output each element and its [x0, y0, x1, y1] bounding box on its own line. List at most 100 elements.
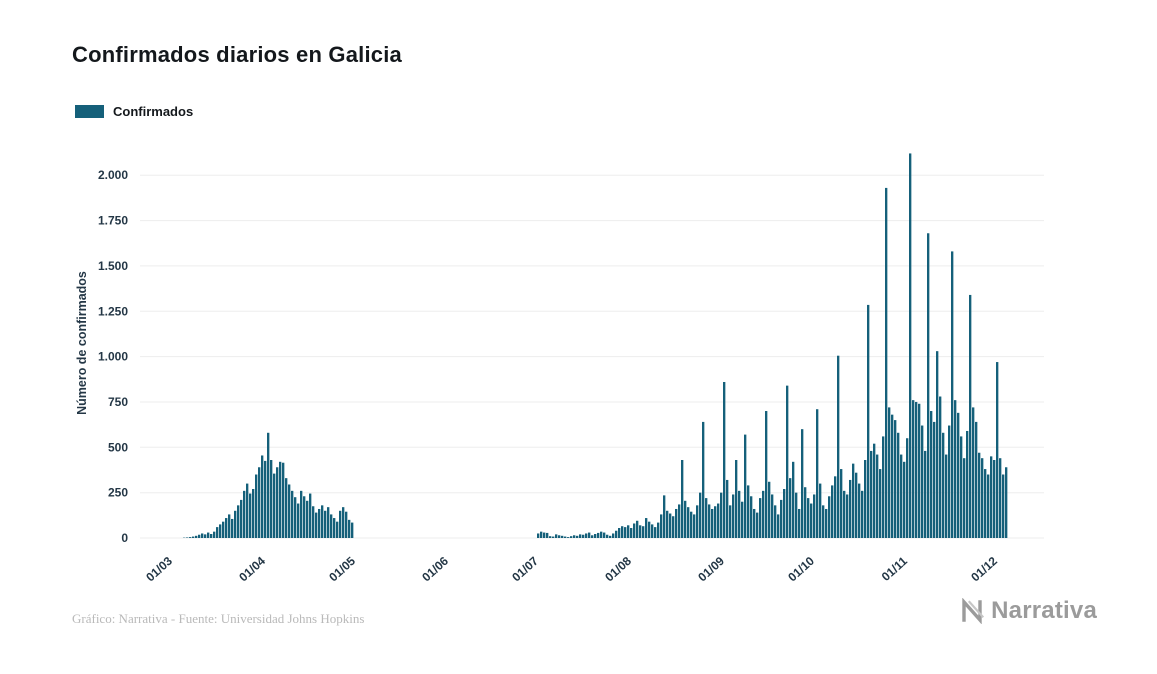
bar [603, 532, 606, 538]
bar [231, 518, 234, 538]
bar [594, 534, 597, 538]
x-tick-label: 01/08 [602, 554, 634, 585]
bar [264, 460, 267, 538]
bar [867, 304, 870, 538]
y-tick-label: 500 [108, 440, 128, 454]
bar [642, 526, 645, 538]
legend: Confirmados [75, 104, 193, 119]
bar [765, 411, 768, 538]
bar [897, 432, 900, 538]
bar [864, 460, 867, 538]
bar [255, 474, 258, 538]
x-tick-label: 01/12 [968, 554, 1000, 585]
bar [852, 463, 855, 538]
bar [837, 355, 840, 538]
bar [984, 469, 987, 538]
bar [969, 294, 972, 538]
bar [546, 532, 549, 538]
bar [315, 512, 318, 538]
bar [732, 494, 735, 538]
bar [225, 518, 228, 538]
bar [930, 411, 933, 538]
bar [789, 478, 792, 538]
bar [792, 461, 795, 538]
bar [615, 530, 618, 538]
bar [996, 362, 999, 538]
bar [312, 506, 315, 538]
x-tick-label: 01/03 [143, 554, 175, 585]
bar [981, 458, 984, 538]
narrativa-logo[interactable]: Narrativa [960, 597, 1097, 625]
bar [702, 421, 705, 538]
bar [921, 425, 924, 538]
bar [681, 460, 684, 538]
bar [693, 514, 696, 538]
bar [246, 483, 249, 538]
page-title: Confirmados diarios en Galicia [72, 42, 402, 67]
bar [861, 490, 864, 538]
bar [858, 483, 861, 538]
bar [729, 505, 732, 538]
bar [885, 187, 888, 538]
bar [294, 497, 297, 538]
bar [192, 536, 195, 538]
bar [942, 432, 945, 538]
bar [840, 469, 843, 538]
bar [708, 504, 711, 538]
bar [906, 438, 909, 538]
bar [939, 396, 942, 538]
bar [636, 520, 639, 538]
bar [207, 532, 210, 538]
bar [873, 443, 876, 538]
bar [297, 503, 300, 538]
bar [723, 382, 726, 538]
bar [834, 476, 837, 538]
bar [786, 385, 789, 538]
bar [585, 533, 588, 538]
bar [579, 534, 582, 538]
bar [954, 400, 957, 538]
bar [819, 483, 822, 538]
bar [816, 409, 819, 538]
bar [927, 233, 930, 538]
bar [735, 460, 738, 538]
bar [675, 508, 678, 538]
bar [567, 537, 570, 538]
bar [918, 403, 921, 538]
bar [750, 496, 753, 538]
bar [291, 490, 294, 538]
bar [306, 500, 309, 538]
bar [798, 508, 801, 538]
bar [612, 533, 615, 538]
bar [672, 516, 675, 538]
bar [993, 460, 996, 538]
bar [609, 535, 612, 538]
bar [999, 458, 1002, 538]
bar [204, 534, 207, 538]
bar [591, 535, 594, 538]
bar [924, 450, 927, 538]
bar [753, 508, 756, 538]
bar [555, 534, 558, 538]
bar [201, 533, 204, 538]
bar [558, 535, 561, 538]
bar [936, 351, 939, 538]
bar [849, 479, 852, 538]
bar [1002, 474, 1005, 538]
bar [987, 474, 990, 538]
bar [774, 505, 777, 538]
bar [894, 420, 897, 538]
y-tick-label: 2.000 [98, 168, 128, 182]
bar [600, 531, 603, 538]
bar [963, 458, 966, 538]
bar [957, 412, 960, 538]
y-tick-label: 250 [108, 486, 128, 500]
legend-swatch-confirmados [75, 105, 104, 118]
bar [966, 430, 969, 538]
narrativa-logo-icon [962, 598, 985, 624]
y-axis-title: Número de confirmados [75, 271, 89, 415]
bar [195, 535, 198, 538]
bar [324, 510, 327, 538]
bar [327, 507, 330, 538]
